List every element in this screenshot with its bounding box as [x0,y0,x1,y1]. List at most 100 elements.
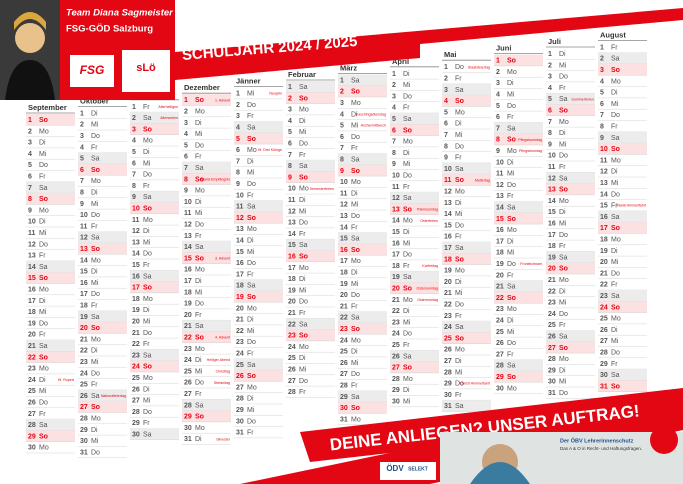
weekday: Fr [351,224,358,231]
weekday: Sa [611,214,620,221]
sunday-row [442,253,491,265]
weekday: Di [195,278,202,285]
day-number: 30 [80,438,88,445]
weekday: Di [247,317,254,324]
day-number: 25 [600,316,608,323]
weekday: Do [611,112,620,119]
day-number: 22 [496,295,504,302]
day-number: 5 [288,129,292,136]
saturday-row [182,241,231,253]
weekday: Mi [455,369,463,376]
weekday: Do [403,172,412,179]
sunday-row [130,281,179,293]
day-number: 10 [392,172,400,179]
weekday: Mo [195,188,205,195]
day-number: 4 [28,151,32,158]
saturday-row [338,311,387,323]
weekday: Fr [403,342,410,349]
day-number: 23 [236,339,244,346]
weekday: Do [351,213,360,220]
weekday: Di [91,189,98,196]
logo-slo: sLö [136,62,156,74]
saturday-row [130,349,179,361]
weekday: So [299,253,308,260]
weekday: Sa [143,194,152,201]
day-number: 30 [600,372,608,379]
saturday-row [182,320,231,332]
day-note: Staatsfeiertag [468,65,490,69]
weekday: Sa [455,245,464,252]
saturday-row [78,152,127,164]
day-number: 5 [28,162,32,169]
weekday: Sa [403,195,412,202]
saturday-row [494,280,543,292]
weekday: So [195,334,204,341]
day-number: 16 [392,240,400,247]
weekday: Sa [559,333,568,340]
weekday: So [143,285,152,292]
saturday-row [442,162,491,175]
day-number: 13 [28,253,36,260]
weekday: Mi [195,289,203,296]
day-number: 10 [184,199,192,206]
day-number: 7 [80,178,84,185]
month-name: März [340,63,357,72]
weekday: Mi [39,388,47,395]
day-number: 4 [548,85,552,92]
day-number: 4 [444,98,448,105]
day-number: 12 [600,169,608,176]
saturday-row [26,181,75,194]
day-number: 19 [444,268,452,275]
day-number: 18 [132,296,140,303]
day-number: 31 [548,390,556,397]
weekday: So [39,275,48,282]
day-number: 6 [288,140,292,147]
day-number: 4 [80,144,84,151]
weekday: Sa [195,402,204,409]
weekday: Mi [247,328,255,335]
weekday: Do [299,299,308,306]
weekday: Mi [247,249,255,256]
weekday: Mo [195,108,205,115]
day-number: 21 [444,290,452,297]
saturday-row [130,112,179,124]
weekday: Mo [455,188,465,195]
weekday: Mo [559,119,569,126]
weekday: So [299,174,308,181]
day-number: 20 [496,272,504,279]
day-number: 24 [132,364,140,371]
day-number: 18 [444,256,452,263]
weekday: Fr [455,155,462,162]
day-number: 30 [444,392,452,399]
saturday-row [598,290,647,302]
day-number: 3 [288,107,292,114]
day-number: 24 [600,304,608,311]
day-number: 9 [28,207,32,214]
day-number: 11 [548,164,556,171]
weekday: Mo [39,128,49,135]
day-number: 13 [184,233,192,240]
day-number: 1 [496,58,500,65]
day-number: 4 [496,91,500,98]
saturday-row [338,232,387,244]
day-number: 19 [548,254,556,261]
day-note: Osterferien [420,219,438,223]
day-number: 13 [340,213,348,220]
weekday: So [143,126,152,133]
weekday: So [195,255,204,262]
sunday-row [286,171,335,183]
saturday-row [26,340,75,352]
day-number: 3 [80,133,84,140]
day-number: 5 [496,103,500,110]
day-number: 29 [548,367,556,374]
weekday: Mi [299,129,307,136]
weekday: Mi [403,240,411,247]
day-number: 3 [132,126,136,133]
day-number: 11 [236,204,244,211]
logo-fsg-box [70,55,114,87]
weekday: Mi [507,329,515,336]
day-number: 21 [340,303,348,310]
